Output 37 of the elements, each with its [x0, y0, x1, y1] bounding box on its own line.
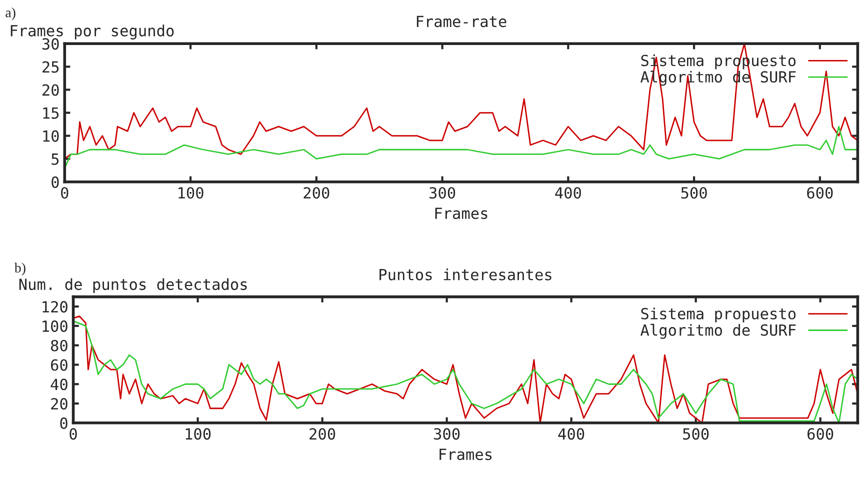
- line-series: [64, 126, 858, 169]
- text: a): [6, 8, 16, 20]
- x-tick-label: 500: [681, 187, 707, 199]
- legend-label: Sistema propuesto: [641, 308, 796, 322]
- x-axis-title: Frames: [440, 448, 492, 460]
- y-tick-label: 0: [52, 176, 59, 188]
- y-tick-label: 10: [43, 130, 59, 142]
- x-tick-label: 400: [558, 428, 584, 440]
- x-tick-label: 200: [310, 428, 336, 440]
- y-tick-label: 0: [60, 417, 68, 429]
- legend-label: Algoritmo de SURF: [640, 324, 796, 339]
- x-tick-label: 600: [807, 187, 833, 199]
- chart-title: Puntos interesantes: [380, 268, 552, 280]
- y-tick-label: 15: [43, 107, 59, 119]
- y-tick-label: 40: [50, 378, 68, 390]
- x-tick-label: 300: [434, 428, 460, 440]
- x-tick-label: 100: [186, 428, 211, 440]
- x-tick-label: 200: [304, 187, 330, 199]
- chart-title: Frame-rate: [416, 16, 506, 28]
- y-tick-label: 60: [51, 359, 68, 371]
- y-axis-title: Num. de puntos detectados: [19, 278, 247, 294]
- y-tick-label: 80: [50, 340, 68, 352]
- y-tick-label: 20: [42, 84, 59, 96]
- x-tick-label: 100: [178, 187, 204, 199]
- y-tick-label: 5: [52, 154, 59, 165]
- x-tick-label: 500: [683, 428, 709, 440]
- x-axis-title: Frames: [435, 208, 488, 220]
- x-tick-label: 300: [430, 187, 456, 199]
- x-tick-label: 400: [555, 187, 581, 199]
- x-tick-label: 0: [70, 428, 77, 440]
- y-tick-label: 120: [42, 301, 68, 313]
- y-tick-label: 30: [42, 38, 59, 50]
- x-tick-label: 600: [808, 428, 834, 440]
- y-tick-label: 25: [42, 61, 59, 73]
- y-tick-label: 100: [42, 320, 68, 332]
- y-tick-label: 20: [51, 398, 68, 410]
- text: b): [14, 262, 26, 276]
